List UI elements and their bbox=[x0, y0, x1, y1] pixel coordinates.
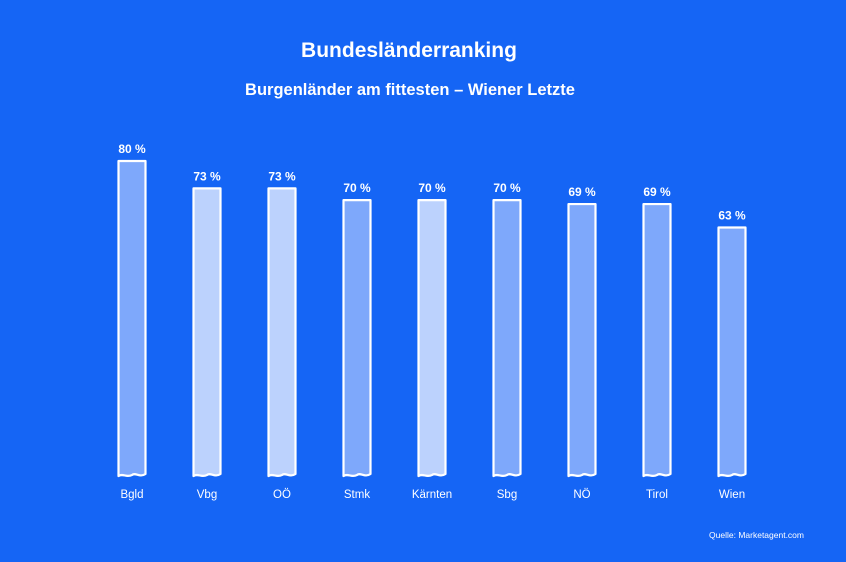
bar-bgld bbox=[117, 159, 147, 478]
chart-subtitle: Burgenländer am fittesten – Wiener Letzt… bbox=[245, 81, 575, 99]
category-label: Bgld bbox=[120, 489, 143, 501]
value-label: 80 % bbox=[118, 142, 146, 156]
category-label: Sbg bbox=[497, 489, 517, 501]
bar-tirol bbox=[642, 202, 672, 478]
category-label: Vbg bbox=[197, 489, 217, 501]
bar-kärnten bbox=[417, 199, 447, 478]
category-label: OÖ bbox=[273, 489, 291, 501]
bar-oö bbox=[267, 187, 297, 478]
value-label: 69 % bbox=[643, 185, 671, 199]
value-label: 73 % bbox=[268, 169, 296, 183]
value-label: 70 % bbox=[418, 181, 446, 195]
category-label: NÖ bbox=[573, 489, 590, 501]
source-note: Quelle: Marketagent.com bbox=[709, 530, 804, 540]
bars-layer: 80 % Bgld 73 % Vbg 73 % OÖ 70 % Stmk 70 % Kärnten… bbox=[117, 142, 747, 501]
bar-vbg bbox=[192, 187, 222, 478]
chart-title: Bundesländerranking bbox=[301, 39, 517, 62]
value-label: 69 % bbox=[568, 185, 596, 199]
bar-wien bbox=[717, 226, 747, 478]
category-label: Tirol bbox=[646, 489, 668, 501]
value-label: 63 % bbox=[718, 209, 746, 223]
value-label: 70 % bbox=[493, 181, 521, 195]
bar-nö bbox=[567, 202, 597, 478]
category-label: Kärnten bbox=[412, 489, 452, 501]
value-label: 70 % bbox=[343, 181, 371, 195]
bar-stmk bbox=[342, 199, 372, 478]
value-label: 73 % bbox=[193, 169, 221, 183]
category-label: Wien bbox=[719, 489, 745, 501]
category-label: Stmk bbox=[344, 489, 370, 501]
bar-sbg bbox=[492, 199, 522, 478]
